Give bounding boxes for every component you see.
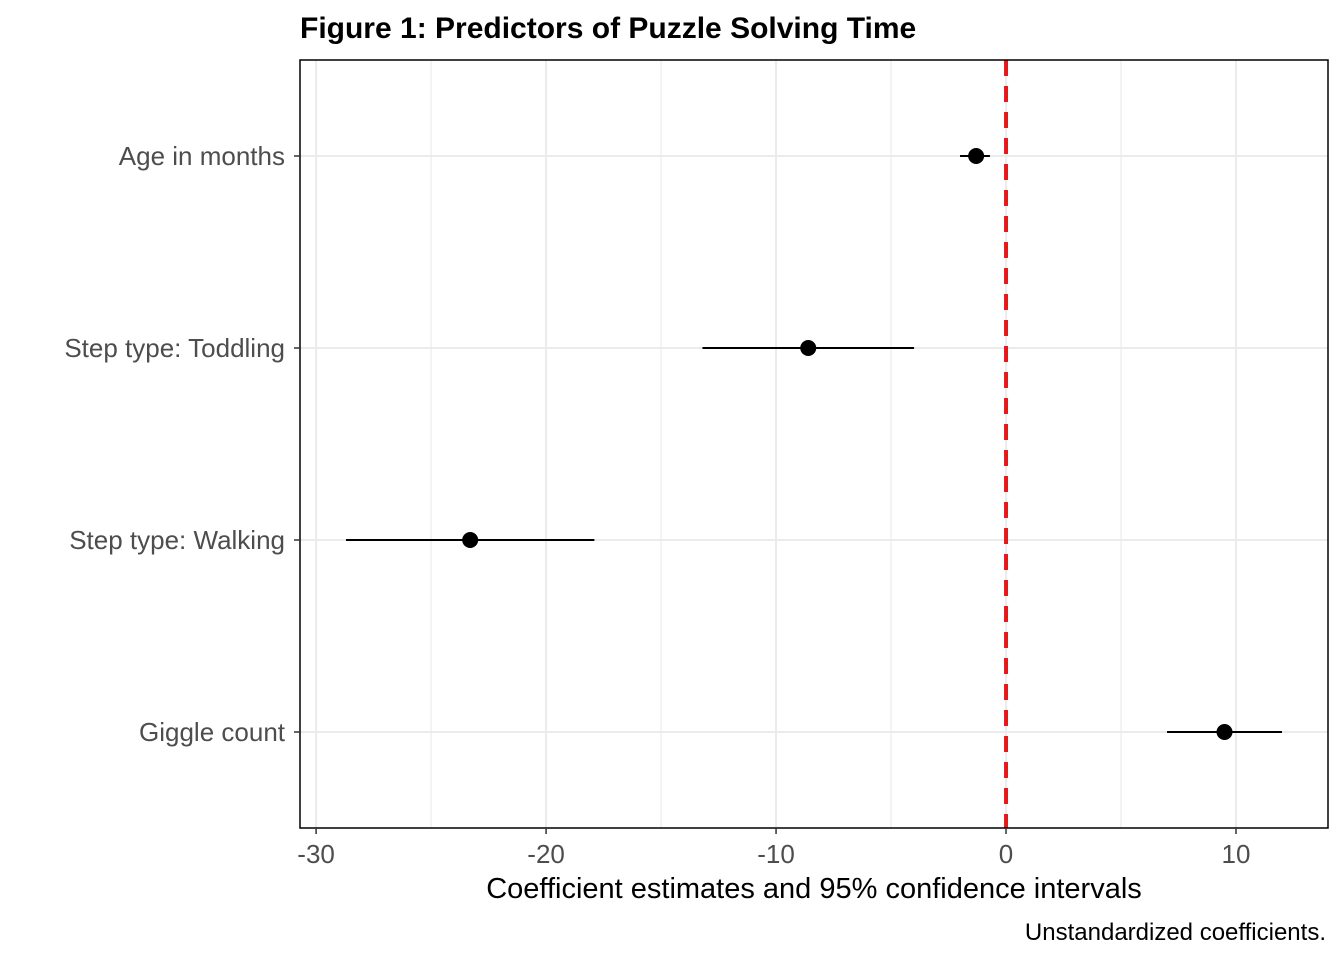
x-tick-label: 0 xyxy=(999,839,1013,869)
coefficient-point xyxy=(968,148,985,164)
y-tick-label: Giggle count xyxy=(139,717,286,747)
coefficient-point xyxy=(800,340,817,356)
coefficient-point xyxy=(462,532,479,548)
x-tick-label: -20 xyxy=(527,839,565,869)
x-tick-label: -30 xyxy=(297,839,335,869)
y-tick-label: Step type: Toddling xyxy=(64,333,285,363)
coefficient-point xyxy=(1216,724,1233,740)
chart-title: Figure 1: Predictors of Puzzle Solving T… xyxy=(300,12,916,45)
y-tick-label: Age in months xyxy=(119,141,285,171)
panel-border xyxy=(299,59,1329,829)
grid-lines xyxy=(300,60,1328,828)
x-axis-ticks: -30 -20 -10 0 10 xyxy=(297,828,1250,869)
coefficient-marks xyxy=(345,148,1283,740)
x-tick-label: 10 xyxy=(1222,839,1251,869)
y-tick-label: Step type: Walking xyxy=(69,525,285,555)
x-axis-label: Coefficient estimates and 95% confidence… xyxy=(486,873,1142,905)
y-axis-labels: Age in months Step type: Toddling Step typ… xyxy=(64,141,300,747)
x-tick-label: -10 xyxy=(757,839,795,869)
chart-caption: Unstandardized coefficients. xyxy=(1025,919,1326,946)
